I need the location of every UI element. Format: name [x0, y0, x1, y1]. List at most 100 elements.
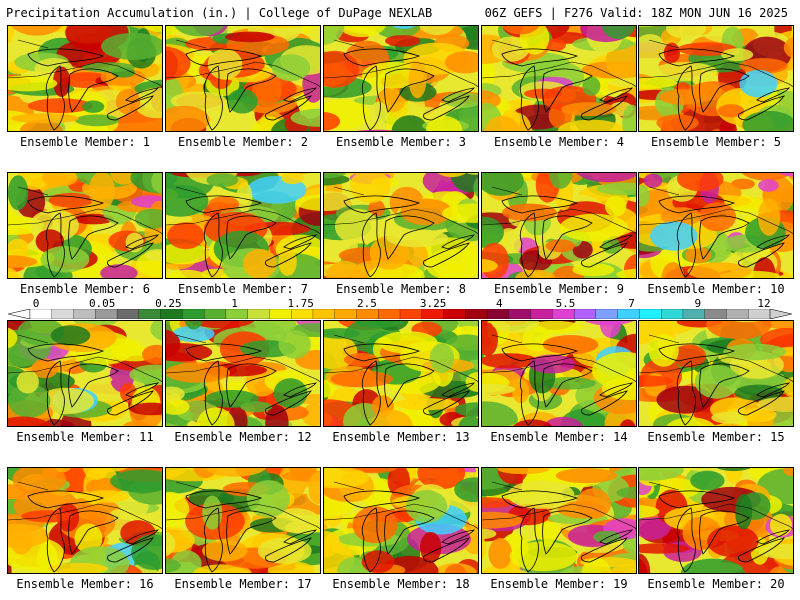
lake-outline — [441, 382, 475, 398]
lake-outline — [501, 343, 579, 362]
legend-swatch — [399, 309, 423, 319]
lake-outline — [125, 382, 159, 398]
legend-tick-label: 1.75 — [287, 297, 314, 310]
border-line — [166, 208, 320, 235]
border-line — [333, 39, 365, 49]
border-line — [482, 356, 636, 383]
legend-tick-label: 0.25 — [155, 297, 182, 310]
legend-arrow-left — [8, 309, 31, 319]
legend-swatch — [726, 309, 749, 319]
border-line — [175, 39, 207, 49]
border-line — [491, 481, 523, 491]
legend-swatch — [182, 309, 205, 319]
lake-outline — [185, 343, 263, 362]
lake-outline — [265, 390, 312, 416]
border-line — [333, 186, 365, 196]
ensemble-member-label: Ensemble Member: 4 — [493, 135, 625, 149]
border-line — [324, 356, 478, 383]
precip-map — [166, 26, 320, 131]
legend-swatch — [73, 309, 96, 319]
precip-map — [482, 26, 636, 131]
lake-outline — [599, 234, 633, 250]
precip-map-panel — [7, 172, 163, 279]
legend-labels: 0 0.05 0.25 1 1.75 2.5 3.25 4 5.5 7 9 12 — [0, 297, 800, 311]
lake-outline — [343, 490, 421, 509]
legend-swatch — [225, 309, 249, 319]
ensemble-member-label: Ensemble Member: 3 — [335, 135, 467, 149]
lake-outline — [68, 215, 119, 260]
legend-swatch — [116, 309, 140, 319]
lake-outline — [699, 215, 750, 260]
legend-swatch — [203, 309, 227, 319]
precip-map — [324, 321, 478, 426]
precip-map-panel — [638, 25, 794, 132]
lake-outline — [283, 382, 317, 398]
border-line — [17, 481, 49, 491]
border-line — [639, 208, 793, 235]
lake-outline — [125, 529, 159, 545]
ensemble-member-label: Ensemble Member: 6 — [19, 282, 151, 296]
ensemble-member-label: Ensemble Member: 1 — [19, 135, 151, 149]
ensemble-member-label: Ensemble Member: 12 — [174, 430, 312, 444]
page-title: Precipitation Accumulation (in.) | Colle… — [6, 6, 433, 20]
border-line — [491, 186, 523, 196]
lake-outline — [185, 490, 263, 509]
border-line — [491, 334, 523, 344]
lake-outline — [658, 343, 736, 362]
border-line — [17, 39, 49, 49]
lake-outline — [423, 95, 470, 121]
precip-map — [8, 468, 162, 573]
border-line — [648, 334, 680, 344]
precip-map-panel — [7, 467, 163, 574]
border-line — [482, 208, 636, 235]
precip-map-panel — [165, 25, 321, 132]
lake-outline — [343, 48, 421, 67]
legend-tick-label: 0 — [32, 297, 40, 310]
lake-outline — [501, 48, 579, 67]
lake-outline — [265, 242, 312, 268]
precip-map — [8, 321, 162, 426]
lake-outline — [384, 363, 435, 408]
precip-map — [639, 321, 793, 426]
lake-outline — [658, 195, 736, 214]
lake-outline — [283, 234, 317, 250]
legend-swatch — [334, 309, 357, 319]
ensemble-member-label: Ensemble Member: 20 — [647, 577, 785, 591]
border-line — [639, 61, 793, 88]
lake-outline — [581, 537, 628, 563]
ensemble-member-label: Ensemble Member: 19 — [490, 577, 628, 591]
border-line — [175, 481, 207, 491]
legend-tick-label: 1 — [231, 297, 238, 310]
border-line — [8, 208, 162, 235]
legend-swatch — [486, 309, 510, 319]
border-line — [648, 186, 680, 196]
precip-map-panel — [638, 467, 794, 574]
lake-outline — [441, 234, 475, 250]
lake-outline — [699, 68, 750, 113]
lake-outline — [581, 95, 628, 121]
lake-outline — [265, 95, 312, 121]
lake-outline — [441, 87, 475, 103]
precip-map-panel — [323, 25, 479, 132]
border-line — [324, 503, 478, 530]
lake-outline — [423, 390, 470, 416]
precip-map — [8, 26, 162, 131]
border-line — [17, 186, 49, 196]
lake-outline — [68, 510, 119, 555]
legend-swatch — [530, 309, 553, 319]
precip-map-panel — [323, 172, 479, 279]
lake-outline — [27, 48, 105, 67]
lake-outline — [501, 490, 579, 509]
lake-outline — [542, 510, 593, 555]
precip-map-panel — [638, 320, 794, 427]
lake-outline — [599, 529, 633, 545]
legend-swatch — [95, 309, 118, 319]
lake-outline — [423, 537, 470, 563]
lake-outline — [384, 68, 435, 113]
legend-tick-label: 4 — [495, 297, 503, 310]
border-line — [491, 39, 523, 49]
lake-outline — [699, 363, 750, 408]
legend-tick-label: 12 — [757, 297, 771, 310]
lake-outline — [107, 242, 154, 268]
border-line — [166, 61, 320, 88]
